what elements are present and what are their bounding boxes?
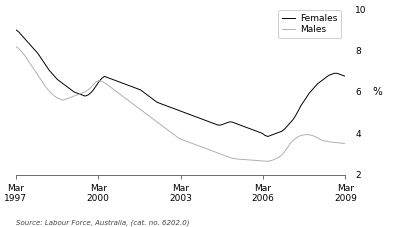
Females xyxy=(241,125,245,128)
Males xyxy=(83,91,87,93)
Females xyxy=(266,135,270,138)
Males xyxy=(343,142,348,145)
Line: Males: Males xyxy=(16,46,345,161)
Males xyxy=(196,144,201,147)
Females xyxy=(83,95,87,97)
Males xyxy=(13,45,18,48)
Females xyxy=(335,72,339,75)
Legend: Females, Males: Females, Males xyxy=(278,10,341,38)
Females xyxy=(102,75,107,78)
Males xyxy=(241,158,245,161)
Females xyxy=(343,75,348,78)
Males xyxy=(335,141,339,144)
Males xyxy=(266,160,270,163)
Y-axis label: %: % xyxy=(373,87,383,97)
Males xyxy=(277,156,281,158)
Females xyxy=(277,131,281,134)
Males xyxy=(102,81,107,84)
Females xyxy=(13,28,18,31)
Text: Source: Labour Force, Australia, (cat. no. 6202.0): Source: Labour Force, Australia, (cat. n… xyxy=(16,219,189,226)
Females xyxy=(196,116,201,119)
Line: Females: Females xyxy=(16,30,345,136)
